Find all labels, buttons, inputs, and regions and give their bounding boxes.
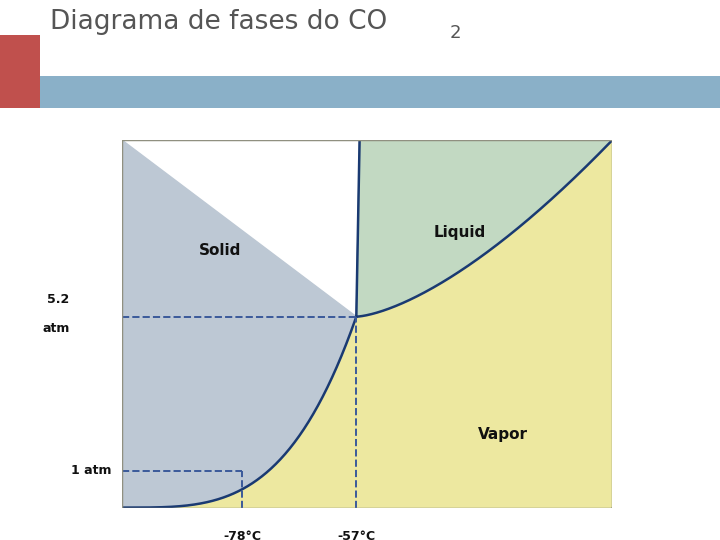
Text: Liquid: Liquid	[433, 225, 486, 240]
Text: 1 atm: 1 atm	[71, 464, 112, 477]
Text: -78°C: -78°C	[223, 530, 261, 540]
Polygon shape	[356, 140, 612, 316]
FancyBboxPatch shape	[0, 35, 40, 108]
Polygon shape	[612, 118, 631, 508]
Text: 2: 2	[450, 24, 462, 42]
Text: Diagrama de fases do CO: Diagrama de fases do CO	[50, 9, 387, 35]
Polygon shape	[122, 140, 359, 508]
Text: 5.2: 5.2	[48, 293, 70, 306]
Text: -57°C: -57°C	[337, 530, 375, 540]
FancyBboxPatch shape	[0, 76, 720, 108]
Text: atm: atm	[42, 322, 70, 335]
Text: Vapor: Vapor	[478, 427, 528, 442]
Polygon shape	[122, 118, 631, 140]
Text: Solid: Solid	[199, 243, 241, 258]
Polygon shape	[122, 140, 612, 508]
